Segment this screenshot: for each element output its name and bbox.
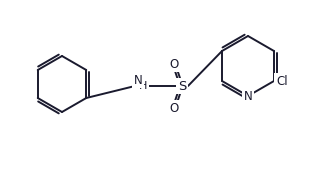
Text: S: S [178, 79, 186, 93]
Text: H: H [139, 81, 147, 91]
Text: Cl: Cl [276, 74, 288, 88]
Text: N: N [134, 73, 142, 87]
Text: O: O [170, 57, 179, 71]
Text: O: O [170, 101, 179, 115]
Text: N: N [244, 89, 252, 103]
